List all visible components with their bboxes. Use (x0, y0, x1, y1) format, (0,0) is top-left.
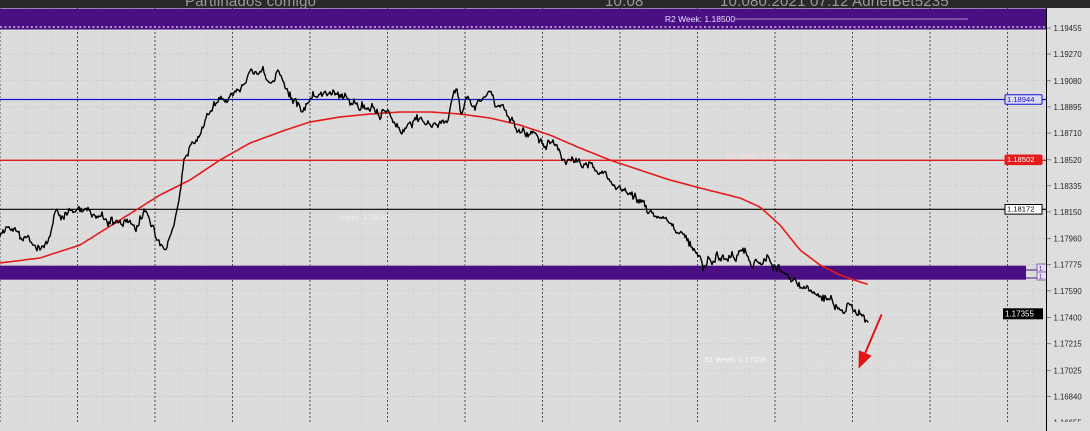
svg-text:1.17775: 1.17775 (1054, 261, 1083, 270)
svg-text:R2 Week: 1.18500: R2 Week: 1.18500 (665, 14, 736, 24)
svg-text:1.18502: 1.18502 (1007, 155, 1034, 164)
svg-text:1.17400: 1.17400 (1054, 314, 1083, 323)
svg-text:1.18710: 1.18710 (1054, 129, 1083, 138)
svg-text:1.18150: 1.18150 (1054, 208, 1083, 217)
svg-text:1.16840: 1.16840 (1054, 393, 1083, 402)
svg-text:1.17355: 1.17355 (1005, 309, 1034, 318)
svg-text:1.17025: 1.17025 (1054, 366, 1083, 375)
svg-text:R1 Week: 1.18502: R1 Week: 1.18502 (727, 152, 789, 161)
svg-text:1.18172: 1.18172 (1007, 205, 1034, 214)
svg-text:1.17590: 1.17590 (1054, 287, 1083, 296)
svg-text:1.19270: 1.19270 (1054, 50, 1083, 59)
svg-text:S1 Week: 1.17103: S1 Week: 1.17103 (704, 355, 766, 364)
svg-text:1.19455: 1.19455 (1054, 24, 1083, 33)
svg-text:1.18335: 1.18335 (1054, 182, 1083, 191)
svg-text:1.18895: 1.18895 (1054, 103, 1083, 112)
svg-text:1.17215: 1.17215 (1054, 340, 1083, 349)
svg-text:Week: 1.18040: Week: 1.18040 (341, 213, 389, 222)
svg-text:1.16655: 1.16655 (1054, 419, 1083, 422)
svg-text:1.18520: 1.18520 (1054, 156, 1083, 165)
svg-text:1.19080: 1.19080 (1054, 77, 1083, 86)
svg-text:1.: 1. (1039, 266, 1044, 272)
svg-text:1.18944: 1.18944 (1007, 95, 1034, 104)
svg-text:1.: 1. (1039, 274, 1044, 280)
svg-text:1.17960: 1.17960 (1054, 235, 1083, 244)
